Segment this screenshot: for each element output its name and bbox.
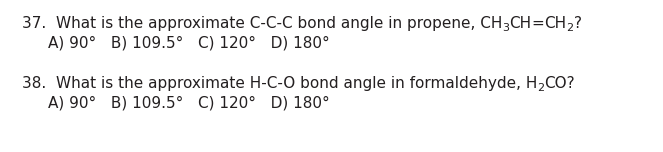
Text: 37.  What is the approximate C-C-C bond angle in propene, CH: 37. What is the approximate C-C-C bond a… [22,16,503,31]
Text: =: = [532,16,544,31]
Text: A) 90°   B) 109.5°   C) 120°   D) 180°: A) 90° B) 109.5° C) 120° D) 180° [48,36,330,51]
Text: A) 90°   B) 109.5°   C) 120°   D) 180°: A) 90° B) 109.5° C) 120° D) 180° [48,96,330,111]
Text: 2: 2 [566,23,573,33]
Text: ?: ? [573,16,581,31]
Text: CH: CH [544,16,566,31]
Text: 3: 3 [503,23,509,33]
Text: 38.  What is the approximate H-C-O bond angle in formaldehyde, H: 38. What is the approximate H-C-O bond a… [22,76,538,91]
Text: CH: CH [509,16,532,31]
Text: CO?: CO? [544,76,575,91]
Text: 2: 2 [538,83,544,93]
